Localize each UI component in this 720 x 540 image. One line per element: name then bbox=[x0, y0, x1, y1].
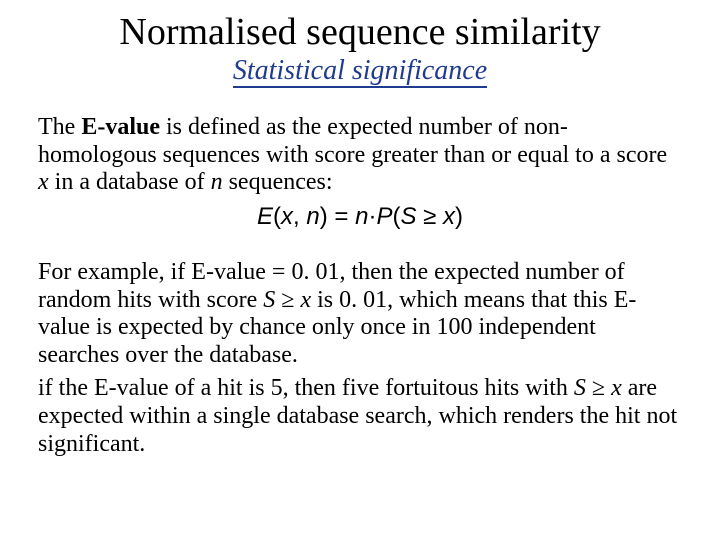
definition-paragraph: The E-value is defined as the expected n… bbox=[38, 114, 682, 197]
slide-subtitle: Statistical significance bbox=[233, 56, 487, 88]
var-n: n bbox=[306, 203, 319, 230]
slide-title: Normalised sequence similarity bbox=[38, 12, 682, 54]
example-paragraph-1: For example, if E-value = 0. 01, then th… bbox=[38, 259, 682, 369]
sym-P: P bbox=[376, 203, 392, 230]
sym-eq: = bbox=[328, 203, 355, 230]
sym-E: E bbox=[257, 203, 273, 230]
term-evalue: E-value bbox=[81, 114, 160, 140]
sym-ge: ≥ bbox=[586, 375, 611, 401]
example-paragraph-2: if the E-value of a hit is 5, then five … bbox=[38, 375, 682, 458]
sym-rparen: ) bbox=[320, 203, 328, 230]
slide: Normalised sequence similarity Statistic… bbox=[0, 0, 720, 484]
text: sequences: bbox=[223, 169, 333, 195]
var-x: x bbox=[611, 375, 622, 401]
text: in a database of bbox=[49, 169, 211, 195]
var-S: S bbox=[400, 203, 416, 230]
var-x: x bbox=[281, 203, 293, 230]
sym-lparen: ( bbox=[273, 203, 281, 230]
var-x: x bbox=[443, 203, 455, 230]
var-n: n bbox=[355, 203, 368, 230]
sym-ge: ≥ bbox=[416, 203, 443, 230]
sym-rparen: ) bbox=[455, 203, 463, 230]
text: The bbox=[38, 114, 81, 140]
var-S: S bbox=[574, 375, 586, 401]
var-x: x bbox=[38, 169, 49, 195]
sym-comma: , bbox=[293, 203, 306, 230]
var-x: x bbox=[300, 287, 311, 313]
var-n: n bbox=[211, 169, 223, 195]
formula: E(x, n) = n·P(S ≥ x) bbox=[38, 203, 682, 231]
sym-ge: ≥ bbox=[275, 287, 300, 313]
text: if the E-value of a hit is 5, then five … bbox=[38, 375, 574, 401]
subtitle-wrap: Statistical significance bbox=[38, 56, 682, 88]
var-S: S bbox=[263, 287, 275, 313]
